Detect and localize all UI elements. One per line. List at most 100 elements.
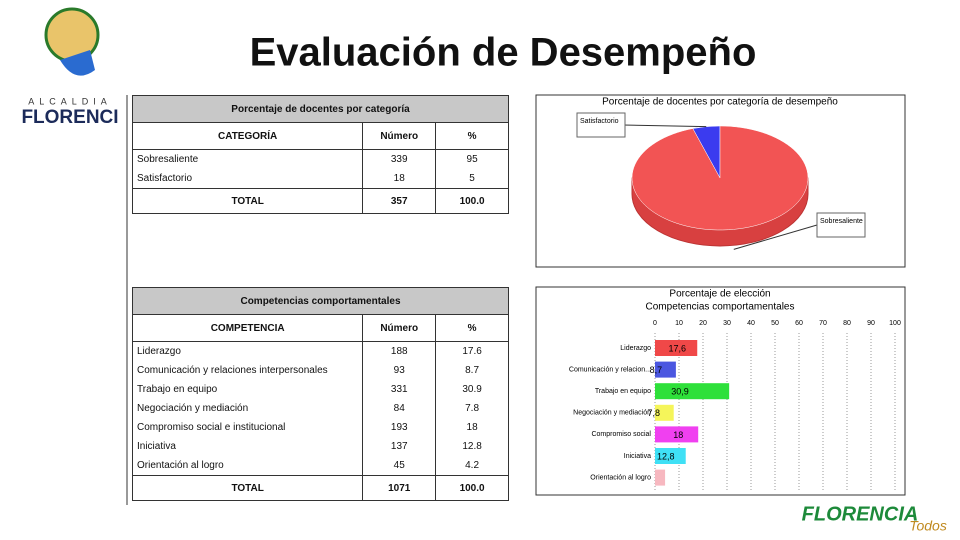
column-header: % xyxy=(435,122,509,150)
value-label: 18 xyxy=(673,430,683,440)
table-row: Comunicación y relaciones interpersonale… xyxy=(131,361,509,380)
table-cell: 30.9 xyxy=(435,380,509,399)
logo-name: FLORENCI xyxy=(21,107,118,128)
table-cell: 4.2 xyxy=(435,456,509,476)
total-cell: TOTAL xyxy=(131,475,364,501)
table-cell: 8.7 xyxy=(435,361,509,380)
table-cell: 93 xyxy=(362,361,437,380)
table-title: Porcentaje de docentes por categoría xyxy=(132,95,509,123)
x-tick-label: 50 xyxy=(771,320,779,327)
x-tick-label: 70 xyxy=(819,320,827,327)
x-tick-label: 40 xyxy=(747,320,755,327)
callout-label: Satisfactorio xyxy=(580,118,619,125)
y-tick-label: Trabajo en equipo xyxy=(595,388,651,395)
table-cell: 188 xyxy=(362,341,437,361)
callout-label: Sobresaliente xyxy=(820,218,863,225)
header-row: COMPETENCIA Número% xyxy=(131,314,509,342)
header-row: CATEGORÍA Número% xyxy=(131,122,509,150)
y-tick-label: Liderazgo xyxy=(620,345,651,352)
table-row: Trabajo en equipo 331 30.9 xyxy=(131,380,509,399)
total-cell: 100.0 xyxy=(435,475,509,501)
table-row: Negociación y mediación 84 7.8 xyxy=(131,399,509,418)
total-cell: 1071 xyxy=(362,475,437,501)
bar xyxy=(655,448,686,464)
y-tick-label: Comunicación y relacion... xyxy=(569,366,651,373)
bar xyxy=(655,426,699,443)
x-tick-label: 100 xyxy=(889,320,901,327)
table-cell: 17.6 xyxy=(435,341,509,361)
table-cell: Trabajo en equipo xyxy=(131,380,364,399)
table-cell: 45 xyxy=(362,456,437,476)
bar xyxy=(655,404,674,421)
x-tick-label: 90 xyxy=(867,320,875,327)
callout-box xyxy=(576,112,626,138)
table-cell: 12.8 xyxy=(435,437,509,456)
callout-line xyxy=(733,224,818,250)
bar xyxy=(655,340,698,356)
callout-box xyxy=(816,212,866,238)
table-cell: 137 xyxy=(362,437,437,456)
x-tick-label: 30 xyxy=(723,320,731,327)
logo-bottom: FLORENCIA xyxy=(802,503,919,525)
data-table: Competencias comportamentales COMPETENCIA… xyxy=(131,287,509,501)
table-cell: 7.8 xyxy=(435,399,509,418)
table-row: Liderazgo 188 17.6 xyxy=(131,341,509,361)
chart-title: Porcentaje de elección xyxy=(669,289,770,300)
y-tick-label: Orientación al logro xyxy=(590,474,651,481)
value-label: 8,7 xyxy=(650,365,663,375)
table-cell: Comunicación y relaciones interpersonale… xyxy=(131,361,364,380)
table-cell: 331 xyxy=(362,380,437,399)
column-header: CATEGORÍA xyxy=(131,122,364,150)
column-header: Número xyxy=(362,122,437,150)
table-cell: Satisfactorio xyxy=(131,169,364,189)
value-label: 7,8 xyxy=(647,408,660,418)
x-tick-label: 80 xyxy=(843,320,851,327)
callout-line xyxy=(622,124,707,128)
y-tick-label: Compromiso social xyxy=(591,431,651,438)
column-header: Número xyxy=(362,314,437,342)
slide-title: Evaluación de Desempeño xyxy=(250,31,757,75)
table-cell: 193 xyxy=(362,418,437,437)
table-row: Orientación al logro 45 4.2 xyxy=(131,456,509,476)
logo-top: ALCALDIA xyxy=(28,96,112,106)
table-title-row: Competencias comportamentales xyxy=(132,287,509,315)
logo-bottom-sub: Todos xyxy=(909,518,947,534)
table-cell: 339 xyxy=(362,149,437,169)
x-tick-label: 0 xyxy=(653,320,657,327)
chart-title: Porcentaje de docentes por categoría de … xyxy=(602,97,838,108)
table-cell: 18 xyxy=(362,169,437,189)
table-cell: Liderazgo xyxy=(131,341,364,361)
total-row: TOTAL 1071 100.0 xyxy=(131,475,509,501)
value-label: 17,6 xyxy=(668,343,686,353)
total-cell: 357 xyxy=(362,188,437,214)
table-cell: 18 xyxy=(435,418,509,437)
column-header: COMPETENCIA xyxy=(131,314,364,342)
x-tick-label: 60 xyxy=(795,320,803,327)
table-cell: Compromiso social e institucional xyxy=(131,418,364,437)
chart-subtitle: Competencias comportamentales xyxy=(646,302,795,313)
table-cell: Iniciativa xyxy=(131,437,364,456)
table-cell: Negociación y mediación xyxy=(131,399,364,418)
total-row: TOTAL 357 100.0 xyxy=(131,188,509,214)
column-header: % xyxy=(435,314,509,342)
table-cell: Sobresaliente xyxy=(131,149,364,169)
table-cell: 84 xyxy=(362,399,437,418)
data-table: Porcentaje de docentes por categoría CATE… xyxy=(131,95,509,214)
bar xyxy=(655,361,676,378)
table-cell: 5 xyxy=(435,169,509,189)
value-label: 12,8 xyxy=(657,451,675,461)
logo-bird xyxy=(60,50,95,76)
table-cell: Orientación al logro xyxy=(131,456,364,476)
value-label: 30,9 xyxy=(671,387,689,397)
pie-slice xyxy=(631,125,809,231)
x-tick-label: 20 xyxy=(699,320,707,327)
table-row: Compromiso social e institucional 193 18 xyxy=(131,418,509,437)
table-cell: 95 xyxy=(435,149,509,169)
y-tick-label: Negociación y mediación xyxy=(573,410,651,417)
y-tick-label: Iniciativa xyxy=(624,453,651,460)
table-row: Sobresaliente 339 95 xyxy=(131,149,509,169)
bar xyxy=(655,383,730,400)
table-row: Iniciativa 137 12.8 xyxy=(131,437,509,456)
